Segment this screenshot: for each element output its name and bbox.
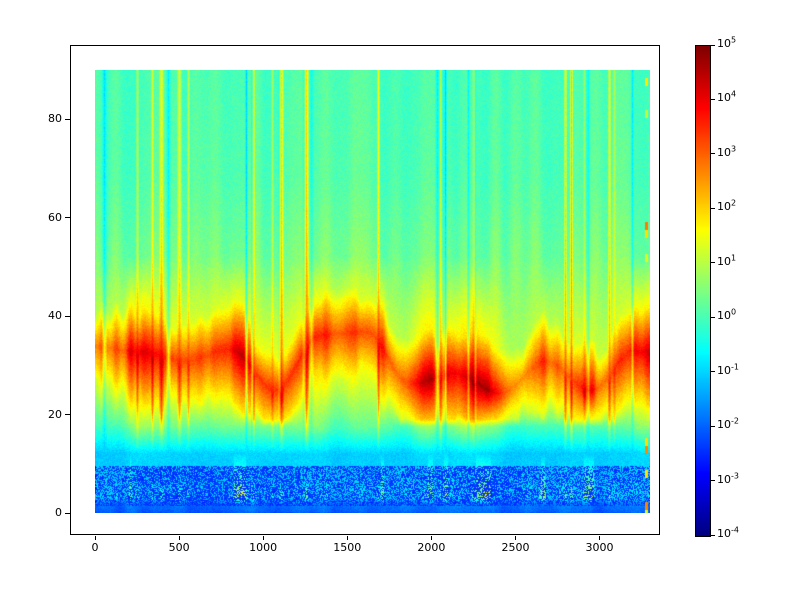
colorbar-tick-mark bbox=[711, 153, 715, 155]
y-tick-label: 0 bbox=[55, 506, 62, 519]
y-tick-mark bbox=[65, 512, 70, 514]
colorbar-tick-label: 104 bbox=[717, 89, 737, 105]
heatmap-canvas bbox=[95, 70, 650, 513]
y-tick-label: 60 bbox=[48, 210, 62, 224]
x-tick-mark bbox=[262, 536, 264, 540]
colorbar-tick-mark bbox=[711, 425, 715, 427]
y-tick-mark bbox=[65, 414, 70, 416]
y-tick-mark bbox=[65, 118, 70, 120]
y-tick-mark bbox=[65, 315, 70, 317]
y-tick-mark bbox=[65, 217, 70, 219]
x-tick-mark bbox=[94, 536, 96, 540]
colorbar-tick-mark bbox=[711, 371, 715, 373]
colorbar-tick-mark bbox=[711, 98, 715, 100]
colorbar-tick-mark bbox=[711, 316, 715, 318]
colorbar-tick-label: 102 bbox=[717, 198, 737, 214]
colorbar-tick-label: 10-4 bbox=[717, 525, 739, 540]
x-tick-mark bbox=[514, 536, 516, 540]
y-tick-label: 20 bbox=[48, 407, 62, 421]
x-tick-mark bbox=[346, 536, 348, 540]
x-tick-label: 0 bbox=[91, 541, 99, 554]
colorbar-tick-label: 100 bbox=[717, 307, 737, 323]
x-tick-mark bbox=[599, 536, 601, 540]
x-tick-label: 3000 bbox=[585, 541, 614, 554]
colorbar bbox=[695, 45, 711, 537]
x-tick-label: 1000 bbox=[249, 541, 278, 554]
colorbar-tick-mark bbox=[711, 44, 715, 46]
colorbar-tick-label: 101 bbox=[717, 253, 737, 268]
colorbar-tick-mark bbox=[711, 534, 715, 536]
x-tick-mark bbox=[430, 536, 432, 540]
colorbar-tick-label: 10-1 bbox=[717, 362, 739, 377]
colorbar-tick-label: 10-3 bbox=[717, 470, 739, 486]
x-tick-label: 1500 bbox=[333, 541, 362, 554]
x-tick-label: 500 bbox=[168, 541, 190, 554]
colorbar-tick-mark bbox=[711, 207, 715, 209]
y-tick-label: 80 bbox=[48, 112, 62, 126]
x-tick-label: 2500 bbox=[501, 541, 530, 554]
y-tick-label: 40 bbox=[48, 309, 62, 323]
colorbar-tick-label: 105 bbox=[717, 35, 737, 50]
x-tick-mark bbox=[178, 536, 180, 540]
x-tick-label: 2000 bbox=[417, 541, 446, 554]
colorbar-tick-label: 103 bbox=[717, 144, 737, 159]
colorbar-tick-label: 10-2 bbox=[717, 416, 739, 432]
colorbar-tick-mark bbox=[711, 262, 715, 264]
colorbar-tick-mark bbox=[711, 480, 715, 482]
